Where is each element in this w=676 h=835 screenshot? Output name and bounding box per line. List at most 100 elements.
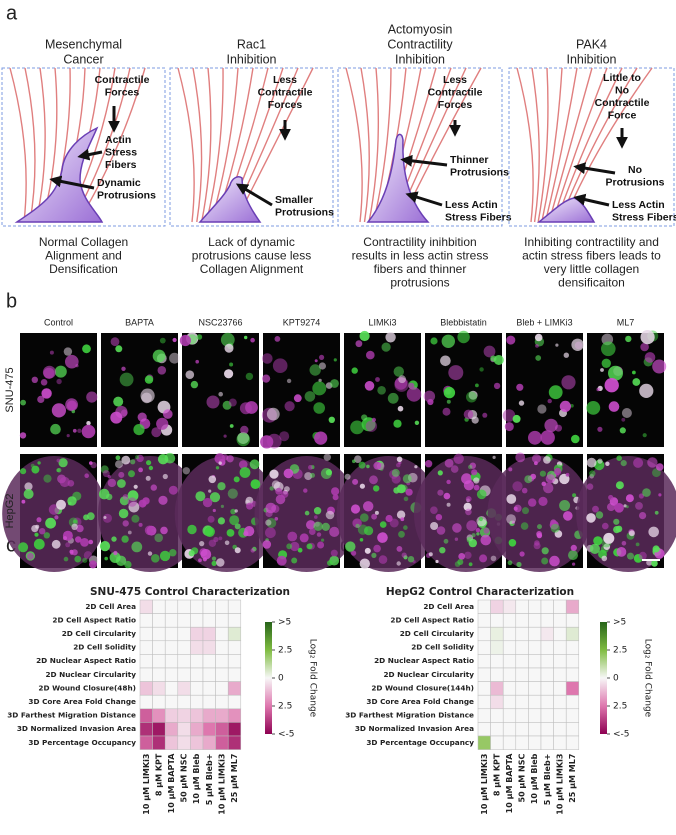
stain [403, 496, 409, 502]
stain [245, 401, 258, 414]
stain [586, 513, 596, 523]
stain [439, 547, 446, 554]
stain [548, 385, 563, 400]
stain [375, 377, 380, 382]
stain [121, 366, 126, 371]
heatmap-cell [477, 640, 491, 655]
stain [454, 537, 459, 541]
stain [563, 352, 569, 358]
heatmap-cell [139, 735, 153, 750]
stain [226, 529, 235, 537]
stain [82, 557, 88, 563]
colorbar-tick-label: 0 [613, 674, 619, 684]
stain [635, 502, 643, 510]
heatmap-cell [477, 681, 491, 696]
heatmap-cell [202, 708, 216, 723]
stain [229, 515, 240, 526]
stain [638, 551, 647, 560]
heatmap-cell [502, 613, 517, 628]
stain [82, 344, 91, 354]
stain [554, 467, 562, 476]
panel-title: Actomyosin [388, 22, 453, 36]
stain [89, 461, 93, 465]
stain [602, 522, 609, 530]
stain [329, 526, 340, 538]
stain [430, 506, 438, 514]
stain [224, 369, 234, 379]
colorbar-tick-label: 2.5 [613, 702, 627, 712]
fiber [551, 67, 608, 223]
stain [539, 470, 547, 477]
stain [586, 457, 597, 468]
stain [483, 345, 496, 358]
heatmap-cell [164, 708, 179, 723]
stain [423, 390, 436, 402]
heatmap-cell [490, 681, 504, 696]
stain [469, 462, 476, 469]
stain [465, 496, 472, 502]
stain [71, 523, 78, 530]
stain [111, 536, 117, 542]
stain [620, 460, 627, 467]
stain [309, 364, 321, 376]
stain [168, 485, 178, 495]
heatmap-cell [227, 599, 242, 614]
stain [593, 536, 603, 546]
heatmap-cell [227, 626, 242, 642]
stain [63, 347, 73, 356]
stain [615, 525, 623, 533]
stain [37, 461, 41, 465]
column-label: 50 µM NSC [518, 753, 527, 802]
heatmap-cell [553, 735, 567, 750]
stain [234, 547, 241, 554]
heatmap-cell [540, 599, 554, 614]
heatmap-cell [152, 640, 166, 655]
annotation: Forces [438, 99, 473, 111]
cell [14, 126, 104, 223]
stain [647, 457, 658, 468]
stain [493, 382, 501, 390]
stain [615, 481, 624, 490]
heatmap-cell [502, 640, 517, 655]
annotation: Contractile [428, 86, 483, 98]
stain [217, 482, 226, 491]
stain [36, 517, 42, 523]
row-label: 2D Nuclear Aspect Ratio [374, 656, 474, 665]
colorbar-tick-label: <-5 [613, 730, 630, 740]
caption: Inhibiting contractility and [524, 235, 659, 249]
stain [103, 516, 107, 519]
stain [571, 434, 580, 444]
stain [638, 493, 645, 499]
stain [476, 532, 480, 536]
heatmap-cell [477, 722, 491, 737]
stain [651, 560, 658, 567]
column-label: 10 µM LIMKi3 [142, 754, 151, 815]
stain [458, 553, 466, 560]
column-label: 10 µM BAPTA [167, 753, 176, 814]
stain [364, 381, 375, 391]
stain [117, 479, 126, 488]
stain [414, 420, 420, 425]
stain [211, 560, 217, 567]
stain [398, 375, 406, 384]
heatmap-cell [215, 640, 229, 655]
column-label: LIMKi3 [368, 317, 396, 327]
heatmap-cell [190, 708, 204, 723]
heatmap-cell [152, 599, 166, 614]
row-label: 3D Normalized Invasion Area [17, 724, 136, 733]
stain [41, 388, 52, 399]
stain [403, 525, 408, 530]
stain [541, 557, 549, 565]
heatmap-cell [152, 654, 166, 669]
stain [365, 420, 378, 432]
stain [616, 455, 622, 462]
row-label: 3D Core Area Fold Change [366, 697, 474, 706]
annotation: Contractile [258, 86, 313, 98]
stain [56, 468, 60, 473]
stain [113, 396, 124, 407]
heatmap-cell [540, 667, 554, 682]
arrow [405, 191, 443, 207]
stain [265, 502, 277, 514]
stain [568, 550, 578, 561]
annotation: No [628, 164, 642, 176]
